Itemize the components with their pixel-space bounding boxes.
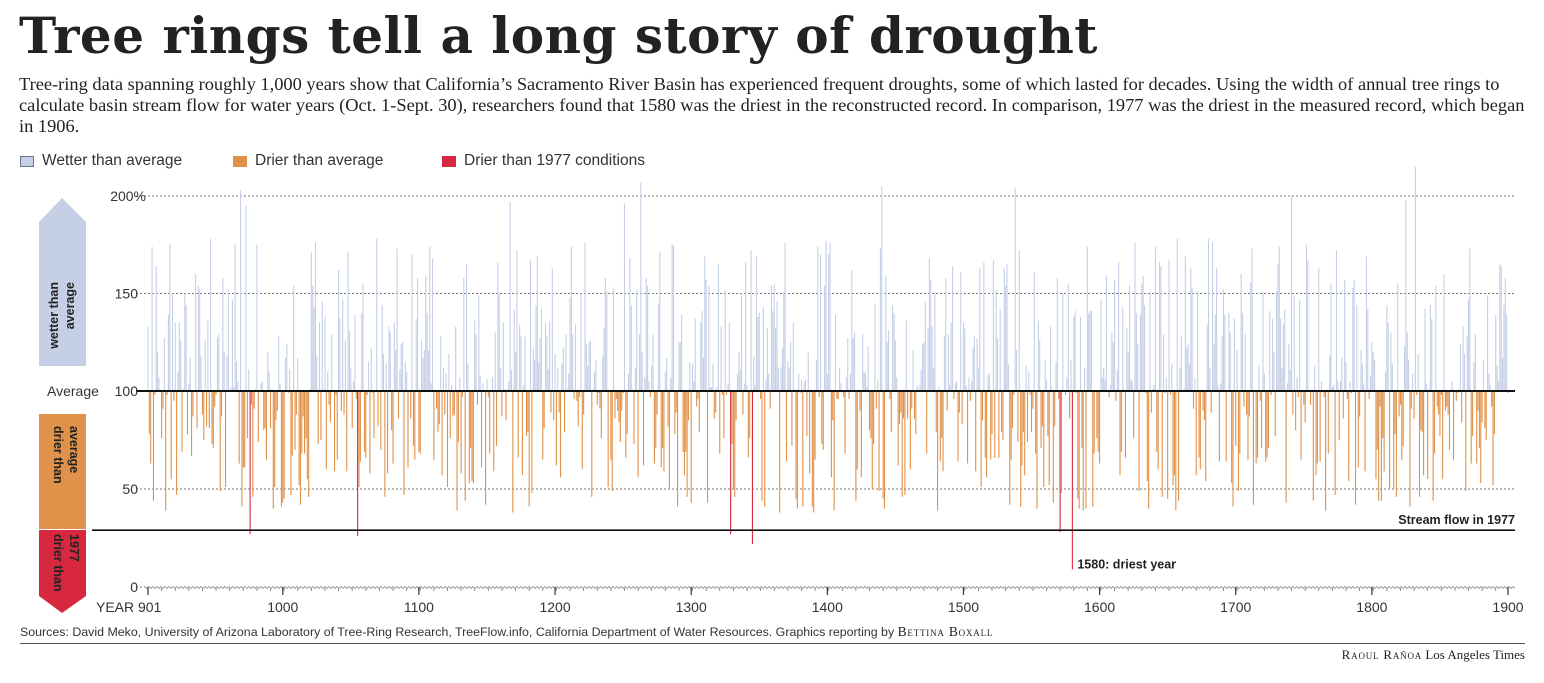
x-tick-label: 1600 [1084,599,1115,615]
legend-label-drier: Drier than average [255,152,384,169]
annotations: 1580: driest year [1077,557,1176,571]
side-drier-1977-arrow [39,530,86,613]
bars [147,166,1509,570]
legend-swatch-drier [233,156,247,167]
headline: Tree rings tell a long story of drought [19,6,1098,65]
y-tick-label: 200% [110,188,146,204]
side-wetter-label-line2: average [63,282,77,329]
legend-label-drier-1977: Drier than 1977 conditions [464,152,645,169]
side-1977-label-line1: drier than [51,534,65,592]
sources-text: Sources: David Meko, University of Arizo… [20,625,898,639]
side-drier-label-line1: drier than [51,426,65,484]
x-tick-label: 1900 [1492,599,1523,615]
footer-rule [20,643,1525,644]
x-tick-label: 1300 [676,599,707,615]
side-wetter-arrow [39,198,86,366]
credit-org: Los Angeles Times [1425,647,1525,662]
annotation-driest-year: 1580: driest year [1077,557,1176,571]
y-tick-label: 0 [130,579,138,595]
y-tick-label: 150 [115,286,139,302]
sources-reporter: Bettina Boxall [897,624,994,639]
sources-line: Sources: David Meko, University of Arizo… [20,624,993,640]
x-tick-label: 1400 [812,599,843,615]
y-tick-label: 100 [115,383,139,399]
reference-lines: Stream flow in 1977 [92,390,1515,531]
x-tick-label: YEAR 901 [96,599,162,615]
x-tick-label: 1100 [404,599,434,615]
side-drier-block [39,414,86,529]
x-tick-label: 1500 [948,599,979,615]
average-label: Average [47,383,99,399]
x-tick-label: 1800 [1356,599,1387,615]
side-drier-label-line2: average [67,426,81,473]
x-axis: YEAR 901 1000 1100 1200 1300 1400 1500 1600 1700… [96,587,1524,615]
legend-swatch-drier-1977 [442,156,456,167]
y-tick-label: 50 [122,481,138,497]
y-axis: 200% 150 100 50 0 Average [47,188,146,595]
credit-line: Raoul Rañoa Los Angeles Times [1342,647,1525,663]
side-indicator: wetter than average drier than average d… [39,198,86,613]
side-wetter-label-line1: wetter than [47,282,61,350]
legend-label-wetter: Wetter than average [42,152,183,169]
x-tick-label: 1200 [539,599,570,615]
credit-artist: Raoul Rañoa [1341,647,1423,662]
x-tick-label: 1000 [267,599,298,615]
side-1977-label-line2: 1977 [67,534,81,562]
x-tick-label: 1700 [1220,599,1251,615]
dek-text: Tree-ring data spanning roughly 1,000 ye… [19,74,1525,136]
stream-flow-1977-label: Stream flow in 1977 [1398,513,1515,527]
legend-swatch-wetter [20,156,34,167]
